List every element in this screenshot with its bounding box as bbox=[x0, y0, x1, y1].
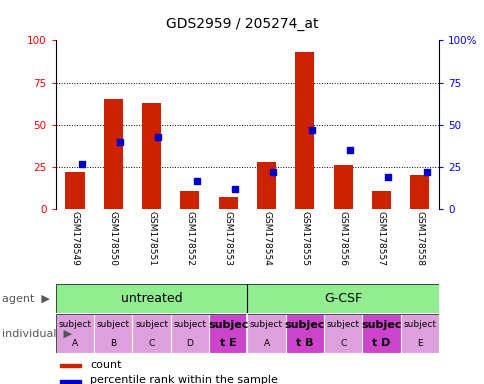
Text: untreated: untreated bbox=[121, 292, 182, 305]
Bar bbox=[323, 314, 362, 353]
Text: GSM178550: GSM178550 bbox=[108, 211, 118, 266]
Text: E: E bbox=[416, 339, 422, 348]
Bar bbox=[333, 166, 352, 209]
Text: GSM178556: GSM178556 bbox=[338, 211, 347, 266]
Bar bbox=[142, 103, 161, 209]
Text: percentile rank within the sample: percentile rank within the sample bbox=[90, 376, 277, 384]
Text: individual  ▶: individual ▶ bbox=[2, 328, 72, 339]
Text: GSM178557: GSM178557 bbox=[376, 211, 385, 266]
Text: subject: subject bbox=[402, 320, 436, 329]
Text: GDS2959 / 205274_at: GDS2959 / 205274_at bbox=[166, 17, 318, 31]
Point bbox=[307, 127, 315, 133]
Text: B: B bbox=[110, 339, 116, 348]
Bar bbox=[170, 314, 209, 353]
Text: A: A bbox=[263, 339, 269, 348]
Bar bbox=[218, 197, 237, 209]
Text: GSM178552: GSM178552 bbox=[185, 211, 194, 266]
Bar bbox=[295, 52, 314, 209]
Bar bbox=[409, 175, 428, 209]
Bar bbox=[209, 314, 247, 353]
Text: subjec: subjec bbox=[361, 320, 401, 330]
Bar bbox=[400, 314, 438, 353]
Bar bbox=[257, 162, 275, 209]
Bar bbox=[285, 314, 323, 353]
Text: t B: t B bbox=[295, 338, 313, 348]
Text: subjec: subjec bbox=[208, 320, 248, 330]
Text: GSM178551: GSM178551 bbox=[147, 211, 156, 266]
Text: subject: subject bbox=[135, 320, 168, 329]
Text: GSM178549: GSM178549 bbox=[70, 211, 79, 266]
Point bbox=[269, 169, 277, 175]
Text: C: C bbox=[148, 339, 154, 348]
Point bbox=[154, 134, 162, 140]
Bar bbox=[247, 284, 438, 313]
Bar bbox=[56, 314, 94, 353]
Point bbox=[193, 177, 200, 184]
Bar bbox=[180, 191, 199, 209]
Text: subject: subject bbox=[249, 320, 283, 329]
Text: A: A bbox=[72, 339, 78, 348]
Text: subject: subject bbox=[326, 320, 359, 329]
Text: agent  ▶: agent ▶ bbox=[2, 293, 50, 304]
Bar bbox=[60, 364, 80, 367]
Point bbox=[346, 147, 353, 153]
Text: t E: t E bbox=[219, 338, 236, 348]
Text: GSM178558: GSM178558 bbox=[414, 211, 424, 266]
Point bbox=[78, 161, 86, 167]
Text: D: D bbox=[186, 339, 193, 348]
Text: GSM178555: GSM178555 bbox=[300, 211, 309, 266]
Bar bbox=[94, 314, 132, 353]
Bar bbox=[104, 99, 122, 209]
Point bbox=[116, 139, 124, 145]
Text: C: C bbox=[339, 339, 346, 348]
Text: GSM178553: GSM178553 bbox=[223, 211, 232, 266]
Text: t D: t D bbox=[372, 338, 390, 348]
Text: G-CSF: G-CSF bbox=[323, 292, 362, 305]
Bar bbox=[247, 314, 285, 353]
Bar bbox=[65, 172, 84, 209]
Text: subject: subject bbox=[96, 320, 130, 329]
Bar bbox=[60, 380, 80, 382]
Bar bbox=[371, 191, 390, 209]
Bar bbox=[132, 314, 170, 353]
Text: subject: subject bbox=[173, 320, 206, 329]
Text: subjec: subjec bbox=[284, 320, 324, 330]
Bar bbox=[56, 284, 247, 313]
Text: subject: subject bbox=[58, 320, 91, 329]
Text: count: count bbox=[90, 359, 121, 369]
Point bbox=[384, 174, 392, 180]
Point bbox=[231, 186, 239, 192]
Point bbox=[422, 169, 430, 175]
Bar bbox=[362, 314, 400, 353]
Text: GSM178554: GSM178554 bbox=[261, 211, 271, 266]
